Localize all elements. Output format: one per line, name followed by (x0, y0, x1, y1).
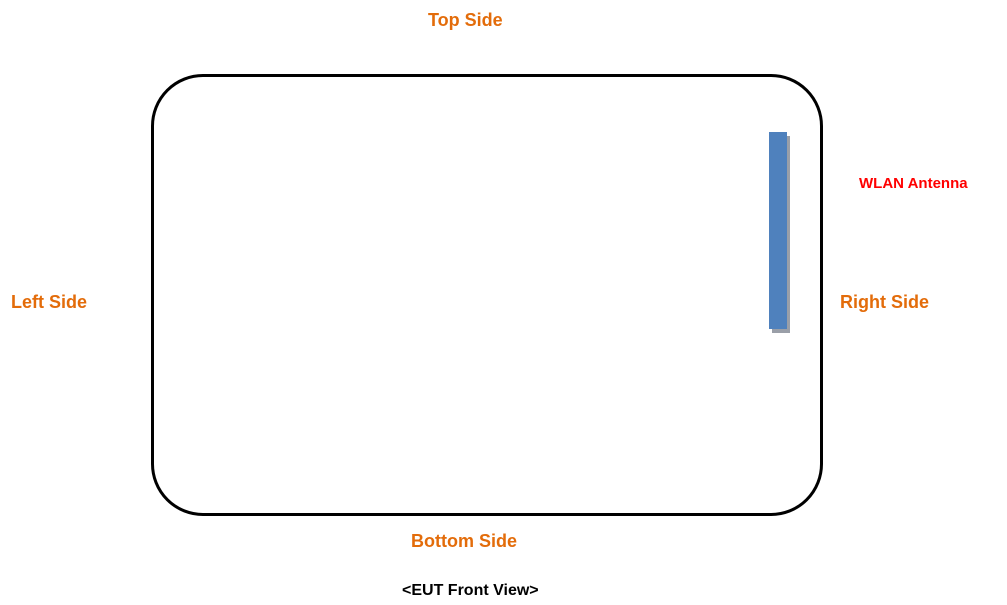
device-outline (151, 74, 823, 516)
wlan-antenna-label: WLAN Antenna (859, 175, 968, 192)
figure-caption: <EUT Front View> (402, 582, 539, 599)
bottom-side-label: Bottom Side (411, 531, 517, 551)
top-side-label: Top Side (428, 10, 503, 30)
right-side-label: Right Side (840, 292, 929, 312)
left-side-label: Left Side (11, 292, 88, 312)
wlan-antenna (769, 132, 787, 329)
